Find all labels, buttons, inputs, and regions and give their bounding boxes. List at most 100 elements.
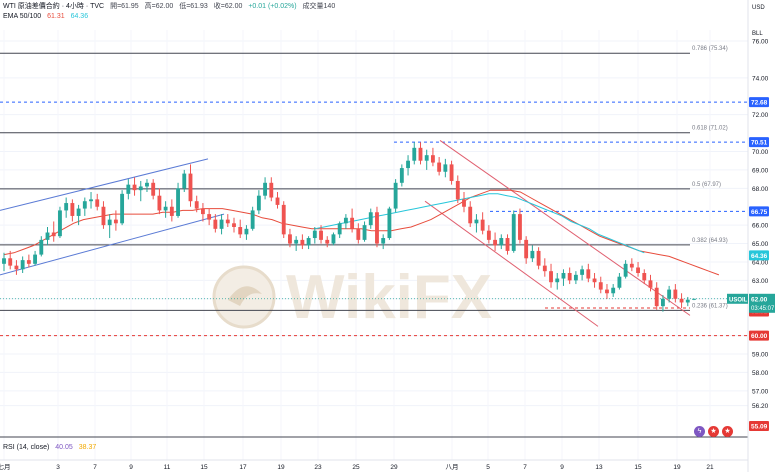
y-tick-label: 56.20 (752, 403, 769, 410)
candle-body (2, 258, 6, 264)
candle-body (281, 204, 286, 235)
candle-body (486, 230, 491, 240)
price-tag: 66.75 (749, 206, 769, 217)
last-price-text: 62.00 (751, 296, 768, 303)
price-tag-bg (749, 206, 769, 217)
x-tick-label: 9 (129, 464, 133, 471)
x-tick-label: 21 (706, 464, 714, 471)
candle-body (387, 208, 392, 239)
candle-body (14, 265, 19, 270)
candle-body (462, 199, 466, 207)
candle-body (325, 239, 330, 244)
y-tick-label: 64.00 (752, 259, 769, 266)
y-tick-label: 66.00 (752, 223, 769, 230)
candle-body (213, 219, 218, 229)
candle-body (611, 287, 616, 294)
x-tick-label: 23 (314, 464, 322, 471)
candle-body (549, 271, 553, 283)
low-value: =61.93 (186, 3, 208, 10)
price-tag-bg (749, 97, 769, 108)
candle-body (406, 160, 410, 169)
candle-body (26, 260, 31, 264)
price-tag-bg (749, 330, 769, 341)
candle-body (182, 173, 187, 189)
high-label: 高 (144, 3, 152, 10)
candle-body (605, 289, 609, 294)
x-tick-label: 19 (673, 464, 681, 471)
y-tick-label: 68.00 (752, 186, 769, 193)
candle-body (306, 238, 311, 246)
candle-body (331, 234, 336, 244)
flag-us-icon-2[interactable]: ★ (722, 426, 733, 437)
price-tag: 64.36 (749, 250, 769, 261)
ema100-value: 64.36 (70, 13, 89, 20)
price-tag-text: 70.51 (751, 140, 768, 147)
close-value: =62.00 (220, 3, 243, 10)
candle-body (151, 182, 156, 196)
candle-body (586, 269, 591, 279)
candle-body (219, 219, 224, 229)
x-tick-label: 9 (560, 464, 564, 471)
symbol-title[interactable]: WTI 原油差價合約 · 4小時 · TVC (3, 3, 105, 10)
candle-body (692, 298, 696, 300)
candle-body (573, 274, 578, 281)
price-tag-text: 72.68 (751, 100, 768, 107)
candle-body (200, 208, 205, 215)
candle-body (455, 180, 460, 200)
currency-label[interactable]: USD (752, 5, 765, 11)
candle-body (449, 164, 454, 181)
candle-body (437, 162, 442, 172)
lightning-icon[interactable]: ϟ (694, 426, 705, 437)
candle-body (685, 299, 690, 303)
candle-body (263, 182, 268, 196)
channel-down-upper-line (439, 140, 691, 316)
price-tag-text: 64.36 (751, 253, 768, 260)
flag-us-icon[interactable]: ★ (708, 426, 719, 437)
candle-body (288, 234, 292, 244)
candle-body (33, 254, 38, 264)
candle-body (250, 210, 255, 229)
price-axis: 76.00 74.00 72.00 70.00 69.00 68.00 66.00 65.00… (727, 0, 775, 472)
rsi-label[interactable]: RSI (14, close) (3, 444, 50, 451)
sell-label[interactable]: BLL (752, 31, 763, 37)
x-tick-label: 15 (634, 464, 642, 471)
candle-body (580, 269, 585, 275)
candle-body (393, 182, 398, 209)
candle-body (70, 203, 75, 216)
price-tag-bg (749, 137, 769, 148)
x-tick-label: 25 (352, 464, 360, 471)
candle-body (505, 238, 510, 251)
candle-body (95, 199, 100, 207)
y-tick-label: 70.00 (752, 149, 769, 156)
x-tick-label: 13 (595, 464, 603, 471)
fib-level-label: 0.236 (61.37) (692, 303, 728, 309)
candle-body (169, 206, 174, 216)
candle-body (536, 250, 541, 266)
candle-body (617, 276, 622, 288)
candle-body (312, 230, 317, 239)
fib-level-label: 0.382 (64.93) (692, 238, 728, 244)
ema50-value: 61.31 (47, 13, 65, 20)
candle-body (132, 184, 137, 191)
volume-value: 140 (323, 3, 336, 10)
candle-body (82, 201, 87, 209)
candle-body (45, 232, 50, 240)
candle-body (480, 219, 485, 231)
rsi-value-b: 38.37 (78, 444, 97, 451)
ema-label[interactable]: EMA 50/100 (3, 13, 42, 20)
candle-body (424, 155, 429, 161)
candle-body (269, 182, 274, 198)
candle-body (194, 201, 199, 209)
candle-body (636, 267, 640, 274)
candle-body (673, 289, 678, 299)
candle-body (567, 273, 572, 281)
candle-body (138, 186, 143, 191)
price-tag-text: 55.09 (751, 424, 768, 431)
candle-body (368, 212, 373, 226)
price-tag: 60.00 (749, 330, 769, 341)
candle-body (89, 199, 93, 202)
fib-level-label: 0.786 (75.34) (692, 46, 728, 52)
candle-body (418, 147, 423, 161)
candle-body (511, 214, 516, 251)
